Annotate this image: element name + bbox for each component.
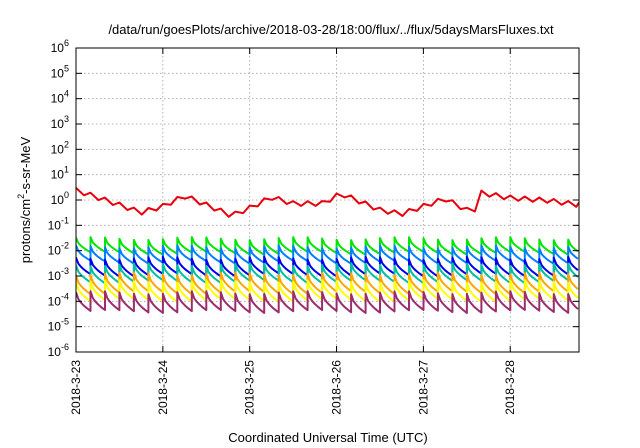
x-tick-label: 2018-3-27 [416, 360, 430, 415]
y-tick-label: 10-2 [48, 241, 69, 258]
y-tick-label-exp: 2 [64, 139, 69, 149]
chart-title: /data/run/goesPlots/archive/2018-03-28/1… [108, 22, 554, 37]
y-tick-label-base: 10 [48, 244, 62, 258]
series-line-1 [76, 187, 579, 218]
y-axis-label-rest: -s-sr-MeV [18, 136, 33, 193]
y-tick-label: 106 [51, 38, 69, 55]
x-tick-label: 2018-3-24 [156, 360, 170, 415]
data-series [76, 187, 579, 314]
y-tick-label: 105 [51, 63, 69, 80]
y-tick-label-exp: -1 [61, 215, 69, 225]
y-ticks: 10-610-510-410-310-210-11001011021031041… [48, 38, 579, 359]
y-tick-label-base: 10 [48, 218, 62, 232]
y-tick-label-base: 10 [51, 66, 65, 80]
y-axis-label: protons/cm2-s-sr-MeV [16, 136, 33, 263]
series-line-3 [76, 244, 579, 265]
y-tick-label-base: 10 [51, 142, 65, 156]
y-tick-label-exp: 6 [64, 38, 69, 48]
y-axis-label-sup: 2 [16, 194, 26, 199]
y-tick-label-exp: 5 [64, 63, 69, 73]
y-tick-label: 100 [51, 190, 69, 207]
y-tick-label-base: 10 [51, 168, 65, 182]
y-tick-label: 103 [51, 114, 69, 131]
y-tick-label: 102 [51, 139, 69, 156]
y-tick-label-base: 10 [51, 41, 65, 55]
y-tick-label: 10-6 [48, 342, 69, 359]
y-tick-label-exp: -2 [61, 241, 69, 251]
y-tick-label-exp: 0 [64, 190, 69, 200]
y-tick-label-base: 10 [48, 294, 62, 308]
y-tick-label-base: 10 [48, 269, 62, 283]
y-tick-label-base: 10 [48, 345, 62, 359]
y-tick-label-base: 10 [48, 320, 62, 334]
y-tick-label: 10-1 [48, 215, 69, 232]
y-tick-label-base: 10 [51, 92, 65, 106]
x-tick-label: 2018-3-25 [243, 360, 257, 415]
y-tick-label-exp: -4 [61, 291, 69, 301]
x-axis-label: Coordinated Universal Time (UTC) [228, 430, 427, 445]
y-tick-label: 10-4 [48, 291, 69, 308]
y-tick-label-exp: 4 [64, 89, 69, 99]
y-tick-label-base: 10 [51, 193, 65, 207]
series-line-8 [76, 290, 579, 314]
x-tick-label: 2018-3-26 [330, 360, 344, 415]
y-tick-label-exp: -5 [61, 317, 69, 327]
y-tick-label: 104 [51, 89, 69, 106]
y-tick-label-exp: -6 [61, 342, 69, 352]
y-tick-label: 10-3 [48, 266, 69, 283]
y-axis-label-base: protons/cm [18, 199, 33, 263]
y-tick-label: 10-5 [48, 317, 69, 334]
x-tick-label: 2018-3-28 [503, 360, 517, 415]
y-tick-label: 101 [51, 165, 69, 182]
y-tick-label-exp: 3 [64, 114, 69, 124]
y-tick-label-exp: 1 [64, 165, 69, 175]
y-tick-label-base: 10 [51, 117, 65, 131]
x-ticks: 2018-3-23 2018-3-24 2018-3-25 2018-3-26 2018… [69, 48, 517, 415]
x-tick-label: 2018-3-23 [69, 360, 83, 415]
y-tick-label-exp: -3 [61, 266, 69, 276]
